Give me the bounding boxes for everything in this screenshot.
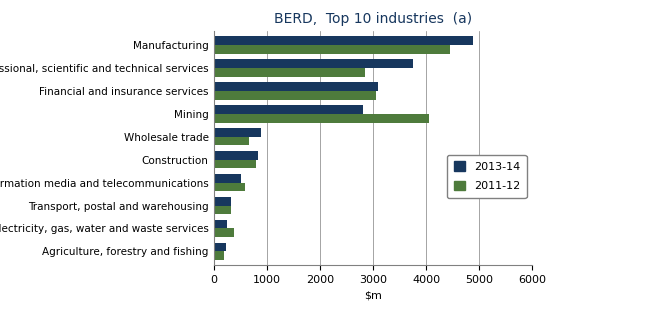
Bar <box>214 197 231 206</box>
Bar <box>214 82 378 91</box>
Title: BERD,  Top 10 industries  (a): BERD, Top 10 industries (a) <box>274 12 472 26</box>
X-axis label: $m: $m <box>364 290 382 300</box>
Bar <box>214 68 365 77</box>
Bar <box>214 36 473 45</box>
Bar <box>214 160 256 168</box>
Bar <box>214 114 429 123</box>
Bar <box>214 206 230 214</box>
Bar <box>214 220 227 228</box>
Bar <box>214 91 376 100</box>
Bar <box>214 137 249 145</box>
Bar <box>214 151 258 160</box>
Bar <box>214 128 261 137</box>
Bar <box>214 59 413 68</box>
Bar <box>214 105 363 114</box>
Bar <box>214 45 450 54</box>
Legend: 2013-14, 2011-12: 2013-14, 2011-12 <box>447 155 526 198</box>
Bar <box>214 243 226 251</box>
Bar <box>214 228 234 237</box>
Bar <box>214 174 241 183</box>
Bar <box>214 183 245 191</box>
Bar <box>214 251 225 260</box>
